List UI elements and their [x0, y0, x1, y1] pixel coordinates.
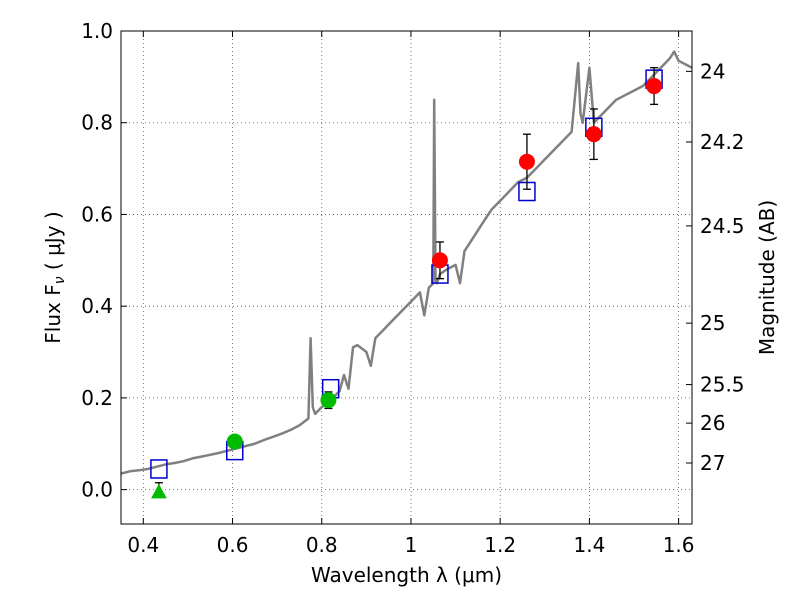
- x-tick-label: 0.8: [306, 533, 338, 557]
- y2-tick-label: 25: [700, 311, 725, 335]
- y-tick-label: 0.6: [81, 202, 113, 226]
- grid-layer: [121, 30, 692, 524]
- x-tick-label: 1.2: [484, 533, 516, 557]
- upper-limit-triangle: [151, 483, 167, 499]
- x-tick-label: 1: [405, 533, 418, 557]
- observed-flux-green-point: [320, 392, 337, 409]
- y-axis-label-subscript: ν: [52, 276, 68, 284]
- model-flux-square: [150, 459, 168, 479]
- y2-tick-label: 24: [700, 59, 725, 83]
- y2-tick-label: 26: [700, 411, 725, 435]
- y-tick-label: 0.4: [81, 294, 113, 318]
- y-tick-label: 0.2: [81, 386, 113, 410]
- y2-tick-label: 27: [700, 451, 725, 475]
- data-layer: [120, 50, 693, 499]
- observed-flux-red-point: [431, 252, 448, 269]
- x-axis-label: Wavelength λ (μm): [311, 563, 502, 587]
- plot-frame: [120, 30, 693, 525]
- observed-flux-red-point: [585, 126, 602, 143]
- y-tick-label: 0.0: [81, 478, 113, 502]
- observed-flux-red-point: [646, 78, 663, 95]
- y2-tick-label: 24.2: [700, 130, 745, 154]
- y-tick-label: 0.8: [81, 111, 113, 135]
- y-axis-label-main: Flux F: [41, 284, 65, 343]
- x-tick-label: 1.4: [573, 533, 605, 557]
- y-axis-label-unit: ( μJy ): [41, 211, 65, 276]
- y2-axis-label: Magnitude (AB): [755, 200, 779, 355]
- observed-flux-green-point: [226, 433, 243, 450]
- observed-flux-red-point: [518, 153, 535, 170]
- y-axis-label: Flux Fν ( μJy ): [41, 211, 68, 343]
- y2-tick-label: 24.5: [700, 214, 745, 238]
- y2-tick-label: 25.5: [700, 373, 745, 397]
- x-tick-label: 1.6: [663, 533, 695, 557]
- y-tick-label: 1.0: [81, 19, 113, 43]
- x-tick-label: 0.6: [217, 533, 249, 557]
- x-tick-label: 0.4: [127, 533, 159, 557]
- model-spectrum-line: [120, 50, 693, 475]
- ticks-layer: 0.4 0.6 0.8 1 1.2 1.4 1.6 0.0 0.2 0.4 0.6 0.8 1.0 24 2…: [81, 19, 744, 557]
